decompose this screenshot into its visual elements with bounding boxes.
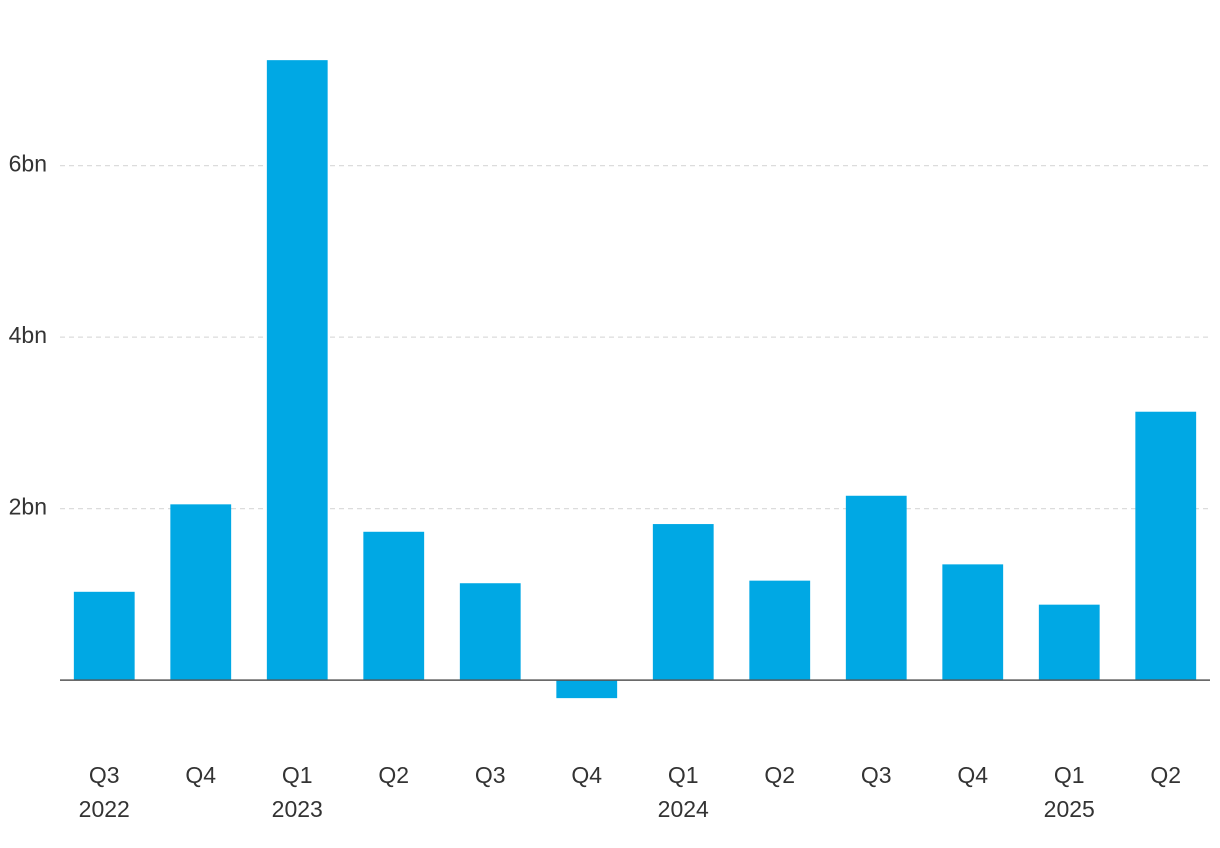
- x-tick-label: Q1: [668, 762, 699, 788]
- bar: [1038, 604, 1100, 681]
- x-tick-label: Q1: [282, 762, 313, 788]
- x-tick-label: Q3: [475, 762, 506, 788]
- x-tick-year: 2022: [79, 796, 130, 822]
- bar: [1135, 411, 1197, 681]
- bar: [749, 580, 811, 681]
- bar: [459, 583, 521, 681]
- bar: [73, 591, 135, 681]
- x-tick-label: Q1: [1054, 762, 1085, 788]
- y-tick-label: 2bn: [9, 494, 47, 520]
- x-tick-label: Q3: [89, 762, 120, 788]
- x-tick-label: Q2: [1150, 762, 1181, 788]
- bar: [942, 564, 1004, 681]
- bar: [845, 495, 907, 681]
- bar: [556, 680, 618, 699]
- bar: [363, 531, 425, 681]
- x-tick-label: Q4: [571, 762, 602, 788]
- x-tick-label: Q2: [764, 762, 795, 788]
- x-tick-year: 2025: [1044, 796, 1095, 822]
- bar: [652, 524, 714, 681]
- x-tick-label: Q4: [185, 762, 216, 788]
- y-tick-label: 4bn: [9, 322, 47, 348]
- x-tick-label: Q4: [957, 762, 988, 788]
- x-tick-year: 2023: [272, 796, 323, 822]
- x-tick-label: Q2: [378, 762, 409, 788]
- bar: [266, 60, 328, 681]
- bar: [170, 504, 232, 681]
- x-tick-year: 2024: [658, 796, 709, 822]
- x-tick-label: Q3: [861, 762, 892, 788]
- y-tick-label: 6bn: [9, 151, 47, 177]
